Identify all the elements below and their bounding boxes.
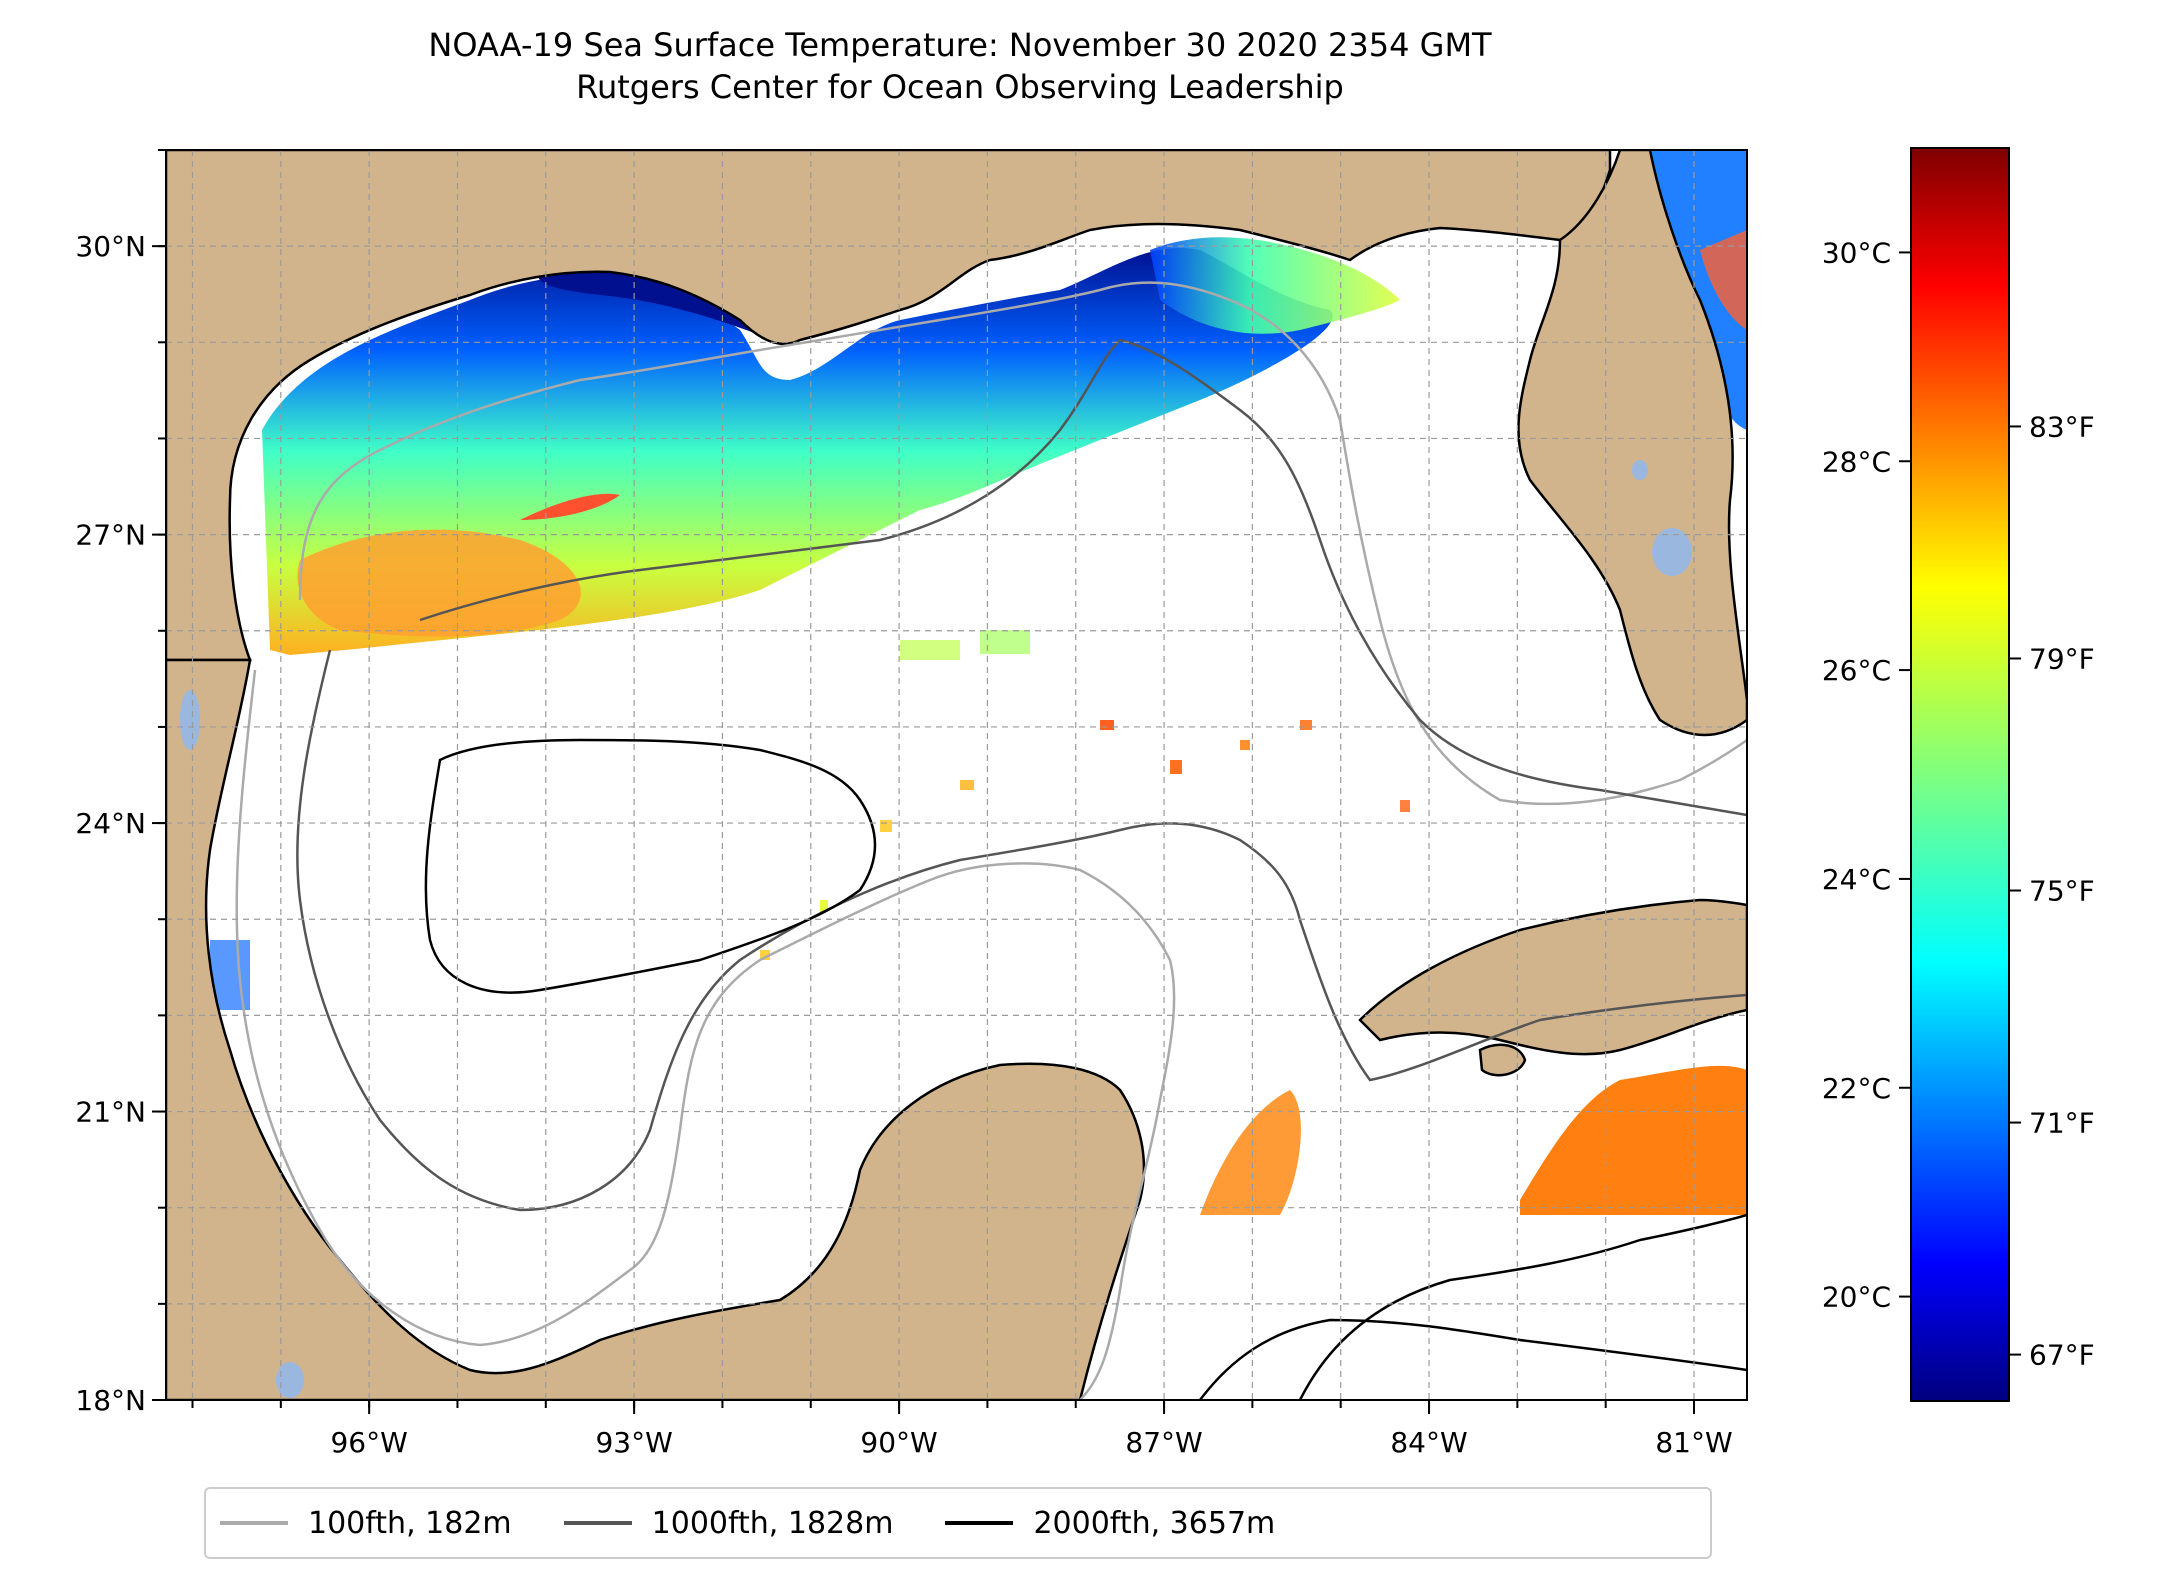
legend-swatch bbox=[220, 1521, 288, 1525]
legend-label: 1000fth, 1828m bbox=[651, 1505, 894, 1541]
sst-yucatan-channel bbox=[1200, 1090, 1301, 1215]
lakes bbox=[180, 460, 1692, 1398]
legend-swatch bbox=[563, 1521, 632, 1525]
colorbar bbox=[1910, 147, 2010, 1402]
lat-tick-label: 24°N bbox=[75, 807, 146, 840]
lon-tick-label: 93°W bbox=[595, 1426, 672, 1459]
legend-label: 2000fth, 3657m bbox=[1033, 1505, 1276, 1541]
fahrenheit-tick-label: 79°F bbox=[2029, 642, 2095, 675]
sst-map: 96°W 93°W 90°W 87°W 84°W 81°W 18°N 21°N 24°N 27°N… bbox=[75, 147, 2095, 1459]
lon-tick-label: 96°W bbox=[330, 1426, 407, 1459]
lat-tick-label: 21°N bbox=[75, 1096, 146, 1129]
lon-tick-label: 90°W bbox=[860, 1426, 937, 1459]
legend-item-1000fth: 1000fth, 1828m bbox=[563, 1505, 894, 1541]
contour-100fth-north bbox=[298, 281, 1747, 806]
map-title: NOAA-19 Sea Surface Temperature: Novembe… bbox=[428, 26, 1492, 64]
legend-item-100fth: 100fth, 182m bbox=[220, 1506, 512, 1541]
sst-warm-streak bbox=[520, 493, 620, 520]
lon-tick-label: 84°W bbox=[1390, 1426, 1467, 1459]
celsius-tick-label: 30°C bbox=[1822, 236, 1891, 269]
celsius-tick-label: 26°C bbox=[1822, 654, 1891, 687]
fahrenheit-tick-label: 71°F bbox=[2029, 1107, 2095, 1140]
sst-swath-east bbox=[1150, 237, 1400, 334]
sst-atlantic-warm bbox=[1700, 230, 1747, 330]
land-florida bbox=[1517, 150, 1747, 737]
map-axis: 96°W 93°W 90°W 87°W 84°W 81°W 18°N 21°N 24°N 27°N… bbox=[75, 149, 1733, 1459]
legend-label: 100fth, 182m bbox=[308, 1505, 512, 1541]
lat-tick-label: 27°N bbox=[75, 519, 146, 552]
land-isla-juventud bbox=[1478, 1043, 1527, 1077]
sst-caribbean bbox=[1520, 1065, 1747, 1215]
map-area bbox=[166, 150, 1747, 1400]
legend-swatch bbox=[945, 1521, 1014, 1525]
map-subtitle: Rutgers Center for Ocean Observing Leade… bbox=[576, 68, 1344, 106]
land-us-gulf-coast bbox=[166, 150, 1612, 662]
colorbar-axis: 20°C 22°C 24°C 26°C 28°C 30°C 67°F 71°F 75°F 79°F… bbox=[1822, 236, 2095, 1371]
celsius-tick-label: 22°C bbox=[1822, 1072, 1891, 1105]
contour-1000fth-north bbox=[419, 338, 1747, 817]
legend-item-2000fth: 2000fth, 3657m bbox=[945, 1506, 1275, 1541]
contour-1000fth bbox=[296, 649, 1747, 1212]
legend: 100fth, 182m 1000fth, 1828m 2000fth, 365… bbox=[204, 1487, 1712, 1559]
fahrenheit-tick-label: 67°F bbox=[2029, 1339, 2095, 1372]
celsius-tick-label: 20°C bbox=[1822, 1281, 1891, 1314]
celsius-tick-label: 24°C bbox=[1822, 863, 1891, 896]
contour-2000fth bbox=[424, 738, 877, 994]
contour-100fth bbox=[235, 669, 1176, 1400]
land-mexico bbox=[166, 658, 1146, 1400]
contour-2000fth-south2 bbox=[1199, 1318, 1747, 1400]
fahrenheit-tick-label: 75°F bbox=[2029, 875, 2095, 908]
lat-tick-label: 30°N bbox=[75, 230, 146, 263]
lon-tick-label: 81°W bbox=[1655, 1426, 1732, 1459]
fahrenheit-tick-label: 83°F bbox=[2029, 410, 2095, 443]
lon-tick-label: 87°W bbox=[1125, 1426, 1202, 1459]
lat-tick-label: 18°N bbox=[75, 1384, 146, 1417]
map-frame bbox=[165, 149, 1748, 1401]
sst-warm-patch bbox=[297, 529, 581, 637]
celsius-tick-label: 28°C bbox=[1822, 445, 1891, 478]
